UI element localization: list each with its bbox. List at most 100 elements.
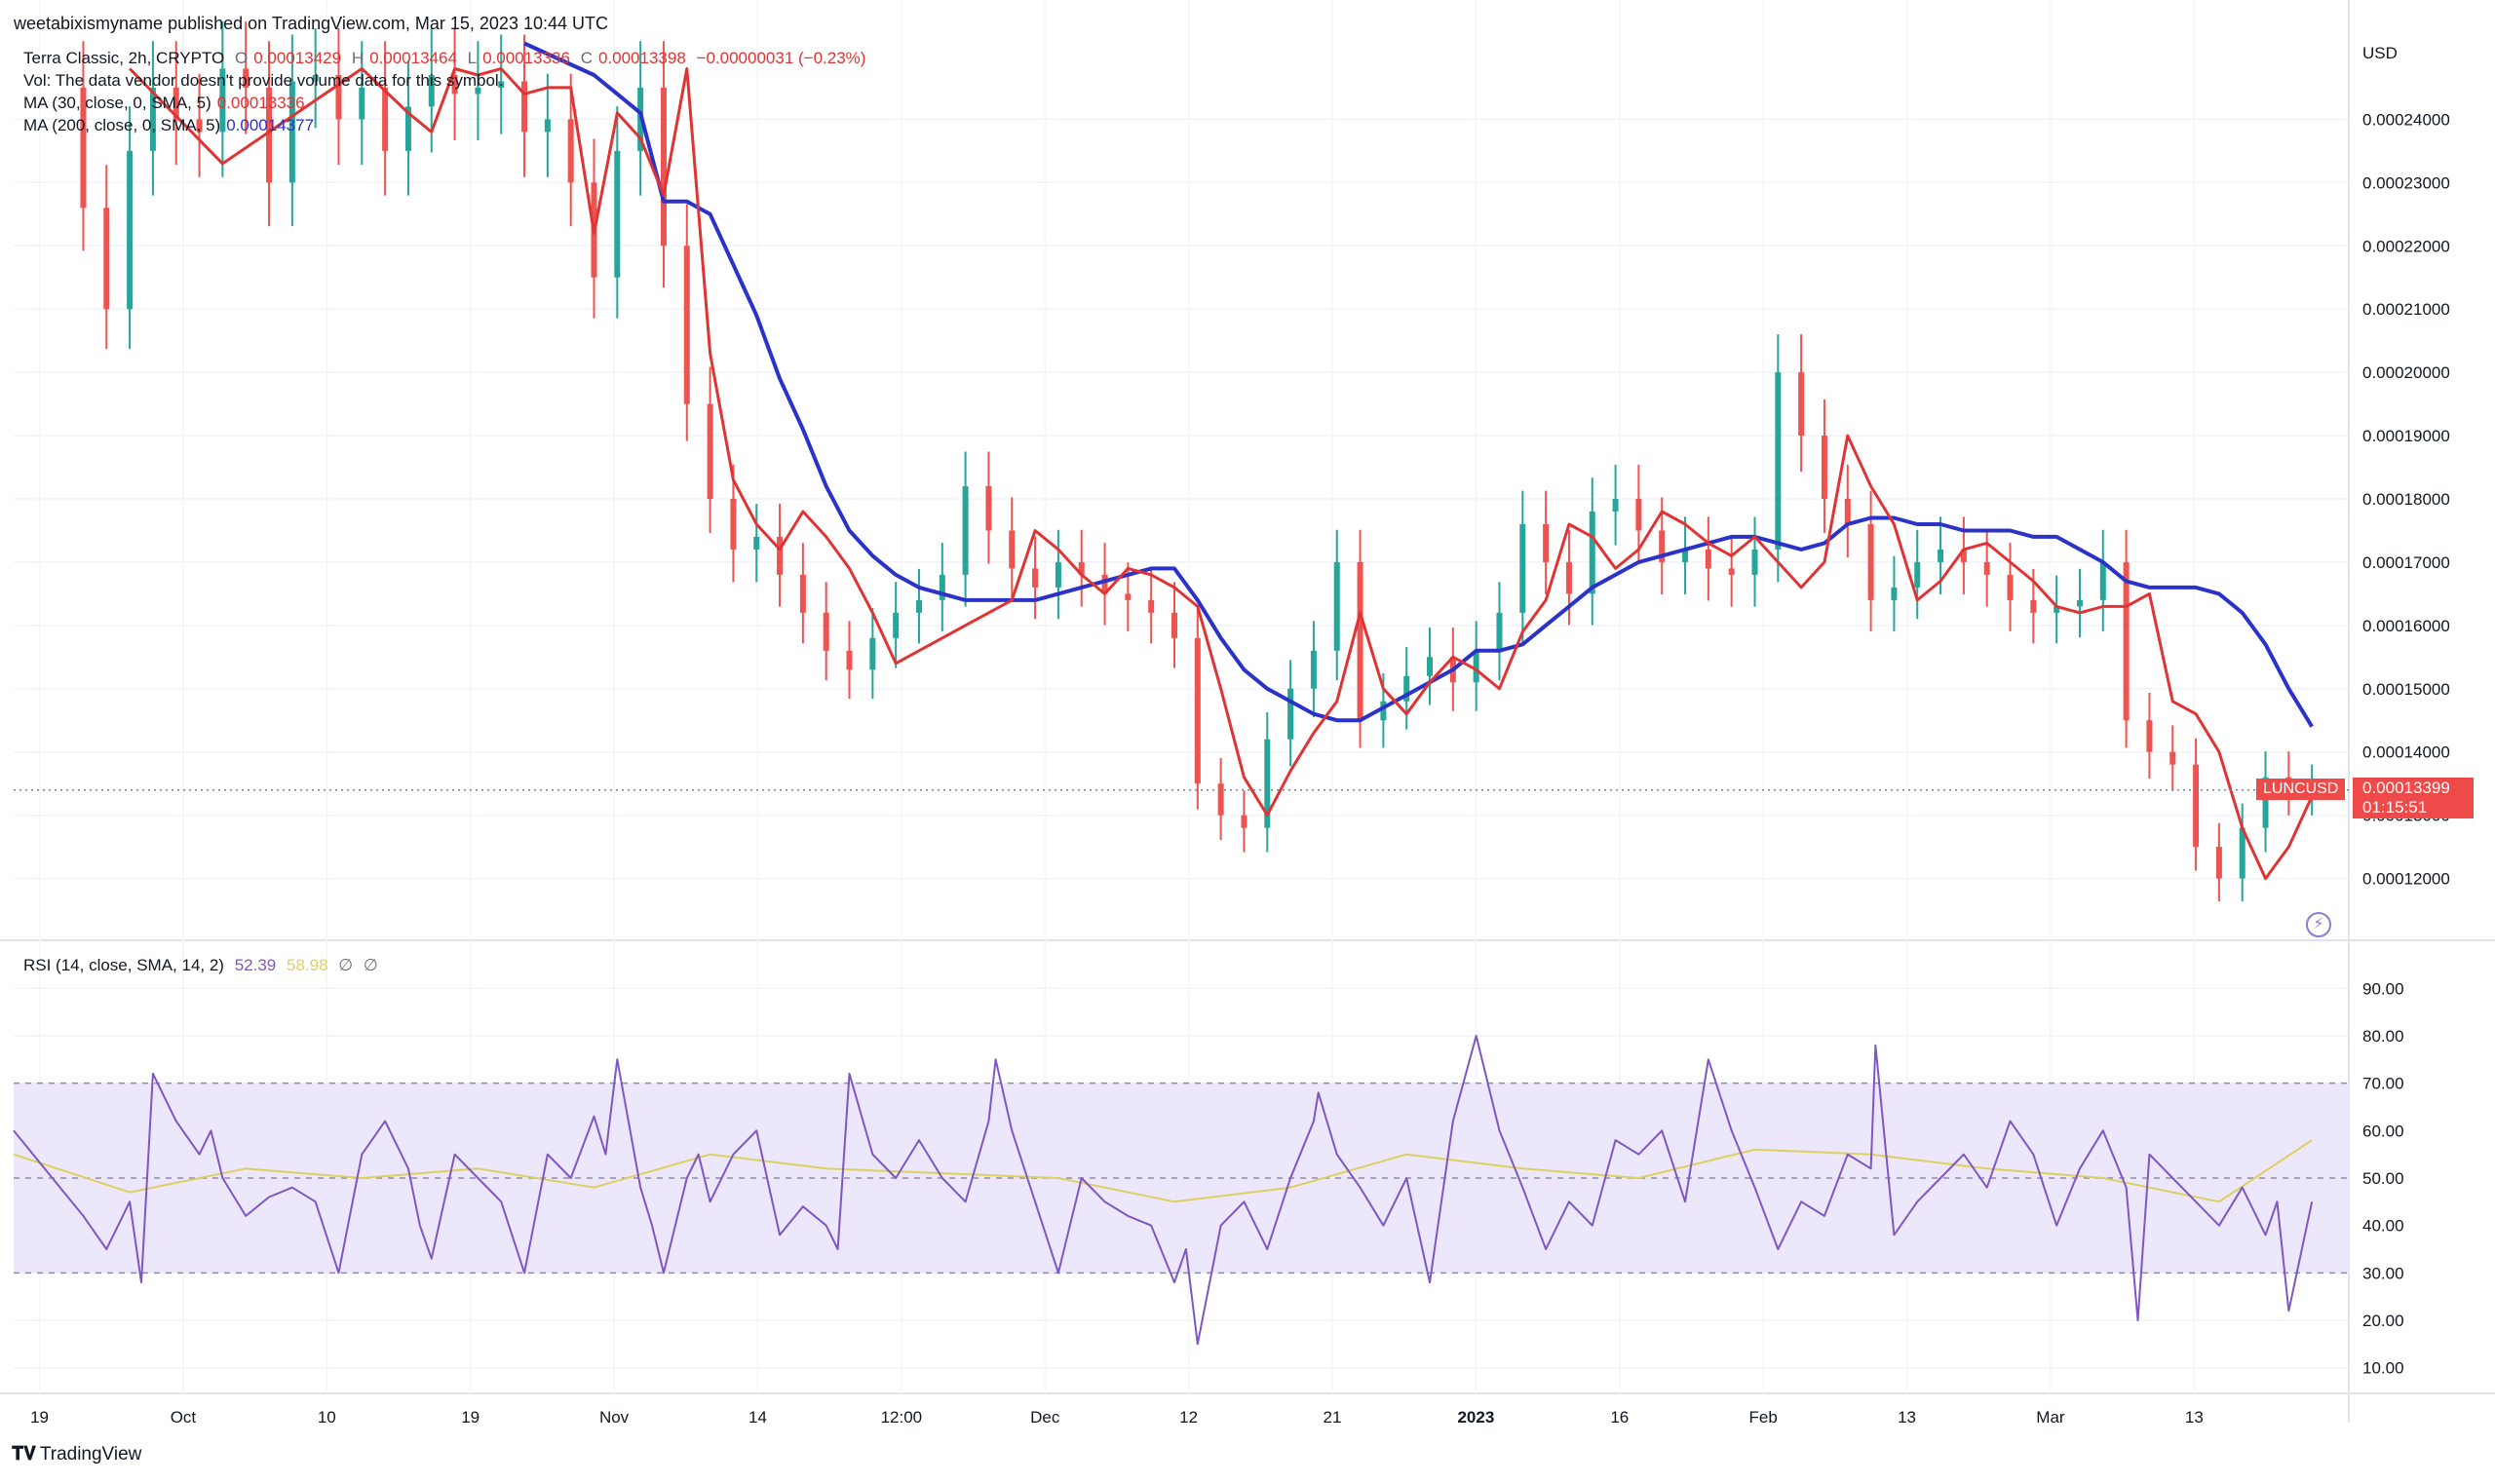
candle-body xyxy=(1310,650,1317,689)
candle-body xyxy=(1543,523,1550,562)
candle-body xyxy=(1867,523,1874,600)
candle-body xyxy=(382,87,389,151)
candle-body xyxy=(1983,561,1990,575)
close-value: 0.00013398 xyxy=(597,49,686,67)
candle-body xyxy=(404,106,411,151)
candle-body xyxy=(2030,599,2037,613)
candle-body xyxy=(1427,657,1434,676)
x-tick-label: 13 xyxy=(2185,1408,2204,1427)
candle-body xyxy=(2007,574,2014,600)
y-tick-label: 0.00020000 xyxy=(2362,363,2450,382)
x-tick-label: 12:00 xyxy=(881,1408,923,1427)
candle-body xyxy=(777,536,784,575)
candle-body xyxy=(2076,599,2083,607)
rsi-legend[interactable]: RSI (14, close, SMA, 14, 2) 52.39 58.98 … xyxy=(23,956,384,975)
ma30-legend[interactable]: MA (30, close, 0, SMA, 5) 0.00013336 xyxy=(23,94,311,113)
candle-body xyxy=(544,119,551,133)
price-series xyxy=(80,21,2316,901)
candle-body xyxy=(1148,599,1155,613)
rsi-tick-label: 90.00 xyxy=(2362,979,2404,998)
open-value: 0.00013429 xyxy=(253,49,342,67)
candle-body xyxy=(103,208,110,310)
ma200-legend[interactable]: MA (200, close, 0, SMA, 5) 0.00014377 xyxy=(23,116,320,135)
candle-body xyxy=(614,150,621,278)
candle-body xyxy=(2169,751,2176,765)
candle-body xyxy=(2193,764,2200,848)
candle-body xyxy=(1728,568,1735,575)
y-tick-label: 0.00016000 xyxy=(2362,617,2450,635)
candle-body xyxy=(846,650,853,670)
ma200-value: 0.00014377 xyxy=(226,116,315,134)
published-line: weetabixismyname published on TradingVie… xyxy=(14,14,608,33)
symbol-title[interactable]: Terra Classic, 2h, CRYPTO xyxy=(23,49,225,67)
candle-body xyxy=(869,637,876,670)
candle-body xyxy=(1241,815,1248,828)
candle-body xyxy=(893,612,900,638)
x-tick-label: 19 xyxy=(461,1408,480,1427)
candle-body xyxy=(1938,549,1944,562)
candle-body xyxy=(2215,847,2222,879)
x-tick-label: Feb xyxy=(1749,1408,1778,1427)
x-tick-label: 14 xyxy=(748,1408,767,1427)
y-ticks-main: 0.000120000.000130000.000140000.00015000… xyxy=(2362,110,2450,888)
y-tick-label: 0.00014000 xyxy=(2362,743,2450,762)
candle-body xyxy=(288,81,295,183)
x-ticks: 19 Oct 10 19 Nov 14 12:00 Dec 12 21 2023 16 Feb 13 Mar… xyxy=(30,1408,2204,1427)
rsi-tick-label: 10.00 xyxy=(2362,1359,2404,1378)
candle-body xyxy=(2099,561,2106,600)
candle-body xyxy=(149,87,156,151)
candle-body xyxy=(1217,783,1224,816)
candle-body xyxy=(799,574,806,613)
candle-body xyxy=(1380,701,1387,721)
rsi-tick-label: 70.00 xyxy=(2362,1075,2404,1093)
candle-body xyxy=(451,74,458,95)
rsi-tick-label: 30.00 xyxy=(2362,1264,2404,1282)
candle-body xyxy=(1264,739,1271,828)
candle-body xyxy=(1565,561,1572,594)
rsi-tick-label: 50.00 xyxy=(2362,1169,2404,1188)
candle-body xyxy=(428,74,435,107)
tradingview-logo[interactable]: 𝐓𝐕 TradingView xyxy=(12,1444,141,1465)
candle-body xyxy=(80,87,87,209)
candle-body xyxy=(1473,650,1479,683)
candle-body xyxy=(1821,436,1827,499)
candle-body xyxy=(2239,827,2246,879)
low-value: 0.00013336 xyxy=(482,49,570,67)
candle-body xyxy=(1287,688,1294,740)
candle-body xyxy=(1589,511,1595,594)
candle-body xyxy=(498,81,505,88)
candle-body xyxy=(753,536,760,550)
candle-body xyxy=(1403,675,1410,702)
candle-body xyxy=(683,246,690,404)
y-ticks-rsi: 10.00 20.00 30.00 40.00 50.00 60.00 70.00 80.00… xyxy=(2362,979,2404,1377)
lightning-icon[interactable]: ⚡ xyxy=(2306,912,2331,937)
candle-body xyxy=(567,119,574,183)
candle-body xyxy=(1357,561,1363,721)
candle-body xyxy=(1751,549,1758,575)
x-tick-label: Oct xyxy=(171,1408,197,1427)
rsi-tick-label: 80.00 xyxy=(2362,1027,2404,1046)
x-tick-label: 2023 xyxy=(1457,1408,1494,1427)
ma30-value: 0.00013336 xyxy=(216,94,305,112)
last-price-tag: 0.00013399 01:15:51 xyxy=(2353,778,2474,818)
candle-body xyxy=(1333,561,1340,651)
candle-body xyxy=(1635,498,1642,531)
rsi-tick-label: 20.00 xyxy=(2362,1312,2404,1330)
rsi-ma-line xyxy=(13,1139,2313,1203)
ma30-label: MA (30, close, 0, SMA, 5) xyxy=(23,94,211,112)
candle-body xyxy=(939,574,945,600)
close-label: C xyxy=(580,49,593,67)
x-tick-label: Mar xyxy=(2036,1408,2065,1427)
candle-body xyxy=(2146,720,2153,752)
tv-logo-icon: 𝐓𝐕 xyxy=(12,1444,36,1465)
candle-body xyxy=(730,498,737,550)
candle-body xyxy=(1775,372,1782,550)
candle-body xyxy=(1659,530,1666,562)
candle-body xyxy=(1519,523,1526,613)
candle-body xyxy=(2262,777,2269,828)
rsi-tick-label: 60.00 xyxy=(2362,1122,2404,1140)
rsi-extra-1: ∅ xyxy=(338,956,354,974)
rsi-band-lines xyxy=(14,1082,2349,1275)
high-label: H xyxy=(351,49,365,67)
